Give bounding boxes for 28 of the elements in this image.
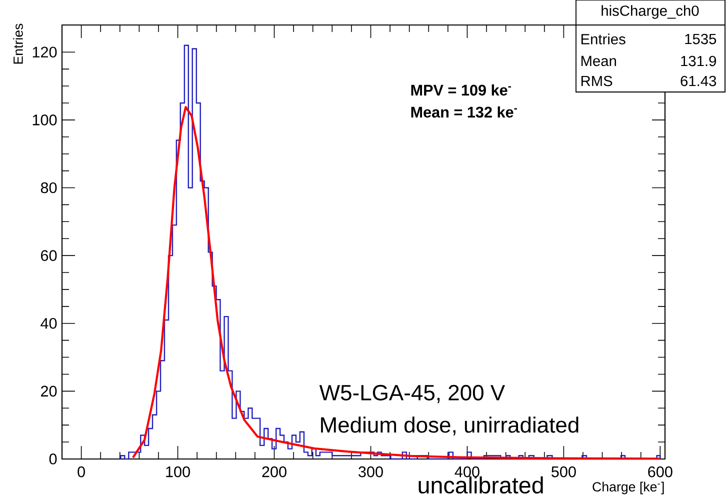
annotation: Mean	[581, 56, 616, 66]
annotation: Entries	[581, 34, 626, 44]
annotation: RMS	[581, 76, 612, 86]
y-tick-label: 80	[40, 182, 57, 194]
x-tick-label: 600	[648, 466, 672, 478]
y-tick-label: 20	[41, 386, 57, 397]
x-tick-label: 500	[552, 466, 576, 478]
x-axis-title: Charge [ke$^{-}$]	[592, 482, 664, 494]
annotation: W5-LGA-45, 200 V	[319, 384, 505, 404]
x-tick-label: 0	[78, 466, 85, 478]
y-tick-label: 120	[32, 46, 57, 58]
annotation: Mean = 132 ke$^{-}$	[411, 106, 517, 118]
x-tick-label: 400	[454, 466, 480, 478]
text: hisCharge_ch0	[602, 5, 699, 19]
y-tick-label: 40	[40, 318, 57, 329]
x-tick-label: 200	[262, 466, 286, 478]
text: 1535	[685, 34, 716, 44]
y-tick-label: 100	[32, 114, 57, 126]
y-axis-title: Entries	[13, 24, 23, 64]
x-tick-label: 300	[358, 466, 383, 478]
annotation: MPV = 109 ke$^{-}$	[411, 84, 511, 96]
y-tick-label: 0	[49, 454, 57, 464]
text: 131.9	[681, 56, 716, 66]
text: uncalibrated	[418, 476, 543, 494]
y-tick-label: 60	[41, 250, 57, 261]
annotation: Medium dose, unirradiated	[321, 416, 578, 436]
text: 61.43	[680, 76, 716, 86]
x-tick-label: 100	[166, 466, 190, 478]
